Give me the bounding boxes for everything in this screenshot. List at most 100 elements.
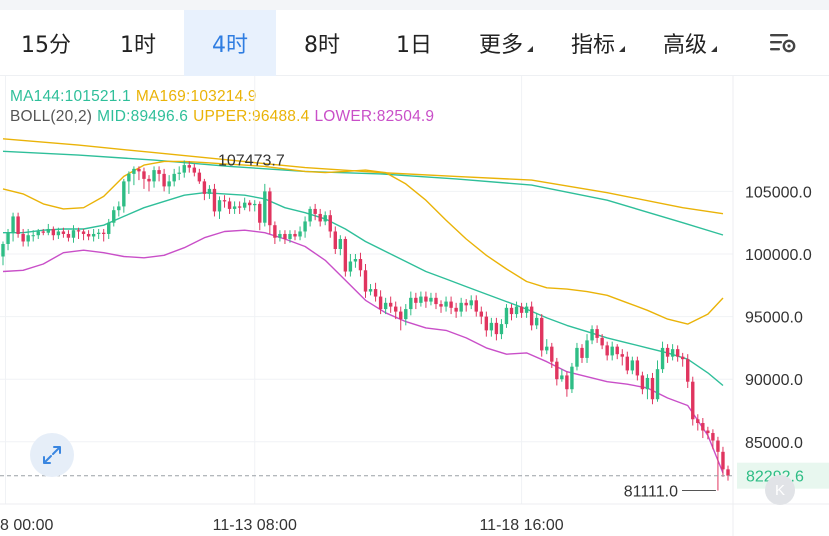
candle — [303, 221, 307, 232]
candle — [56, 231, 61, 236]
candle — [16, 216, 20, 234]
candle — [373, 289, 378, 297]
candle — [172, 173, 176, 182]
candle — [278, 233, 282, 238]
chart-settings-button[interactable] — [736, 10, 829, 76]
candle — [449, 301, 453, 308]
candle — [177, 172, 181, 174]
boll-params: BOLL(20,2) — [10, 108, 93, 125]
candle — [399, 311, 403, 320]
candle — [368, 289, 373, 292]
candle — [670, 349, 675, 357]
candle — [414, 297, 418, 303]
tab-advanced[interactable]: 高级 — [644, 10, 736, 76]
candle — [716, 440, 720, 452]
candle — [550, 346, 554, 362]
candle — [192, 167, 197, 173]
candle — [6, 232, 10, 244]
candle — [127, 173, 131, 182]
candle — [242, 202, 247, 208]
candle — [313, 208, 317, 214]
candle — [66, 233, 71, 238]
candle — [71, 230, 76, 238]
candle — [112, 210, 116, 223]
tab-label: 8时 — [304, 33, 340, 58]
candle — [11, 216, 15, 233]
candlestick-chart[interactable]: 105000.0 100000.0 95000.0 90000.0 85000.0 8 0… — [0, 76, 829, 536]
candle — [595, 329, 599, 338]
candle — [61, 231, 66, 234]
candle — [117, 206, 121, 211]
candle — [122, 181, 126, 207]
candle — [298, 231, 302, 237]
dropdown-triangle-icon — [711, 46, 717, 52]
candle — [419, 296, 423, 303]
k-logo-button[interactable]: K — [765, 475, 795, 505]
candle — [383, 302, 388, 310]
candle — [323, 215, 327, 222]
min-price-label: 81111.0 — [624, 483, 678, 500]
candle — [232, 206, 237, 209]
candle — [394, 306, 398, 312]
tab-1d[interactable]: 1日 — [368, 10, 460, 76]
candle — [147, 178, 151, 182]
tab-1h[interactable]: 1时 — [92, 10, 184, 76]
tab-more[interactable]: 更多 — [460, 10, 552, 76]
tab-4h[interactable]: 4时 — [184, 10, 276, 76]
candle — [479, 311, 483, 317]
candle — [212, 188, 217, 212]
candle — [318, 213, 322, 222]
tab-label: 更多 — [478, 33, 523, 58]
candle — [514, 306, 519, 315]
candle — [343, 238, 348, 272]
boll-upper-line — [2, 160, 724, 325]
tab-indicators[interactable]: 指标 — [552, 10, 644, 76]
candle — [1, 243, 5, 257]
expand-chart-button[interactable] — [30, 433, 74, 477]
y-tick-label: 105000.0 — [745, 184, 812, 201]
y-tick-label: 95000.0 — [745, 310, 803, 327]
candle — [509, 307, 514, 315]
candle — [409, 297, 413, 310]
x-tick-label: 8 00:00 — [0, 517, 53, 534]
candle — [101, 232, 106, 234]
boll-upper-value: UPPER:96488.4 — [193, 108, 310, 125]
ma169-value: MA169:103214.9 — [135, 88, 257, 105]
candle — [36, 231, 40, 236]
candle — [86, 233, 91, 237]
candle — [680, 356, 685, 360]
candle — [454, 307, 458, 312]
candle — [263, 191, 267, 223]
candle — [258, 203, 262, 223]
tab-label: 高级 — [662, 33, 707, 58]
tab-15min[interactable]: 15分 — [0, 10, 92, 76]
candle — [404, 309, 408, 320]
k-logo-icon: K — [774, 481, 785, 499]
candle — [504, 307, 509, 325]
candle — [227, 201, 232, 209]
candle — [207, 188, 212, 194]
candle — [615, 346, 619, 355]
candle — [167, 181, 171, 187]
ma-legend: MA144:101521.1 MA169:103214.9 — [10, 88, 262, 106]
candle — [363, 270, 368, 292]
timeframe-tab-bar: 15分 1时 4时 8时 1日 更多 指标 高级 — [0, 10, 829, 76]
tab-label: 1日 — [396, 33, 432, 58]
y-tick-label: 90000.0 — [745, 372, 803, 389]
candle — [660, 347, 665, 370]
candle — [590, 329, 594, 341]
tab-8h[interactable]: 8时 — [276, 10, 368, 76]
candle — [31, 235, 35, 237]
candle — [76, 230, 81, 232]
x-tick-label: 11-18 16:00 — [479, 517, 563, 534]
candle — [132, 168, 136, 174]
chart-settings-icon — [769, 34, 795, 53]
candle — [378, 296, 383, 310]
candle — [308, 208, 312, 222]
candle — [600, 337, 604, 346]
candle — [217, 200, 222, 212]
candle — [333, 231, 337, 249]
candle — [388, 302, 393, 307]
candle — [625, 356, 630, 371]
candle — [142, 171, 146, 179]
